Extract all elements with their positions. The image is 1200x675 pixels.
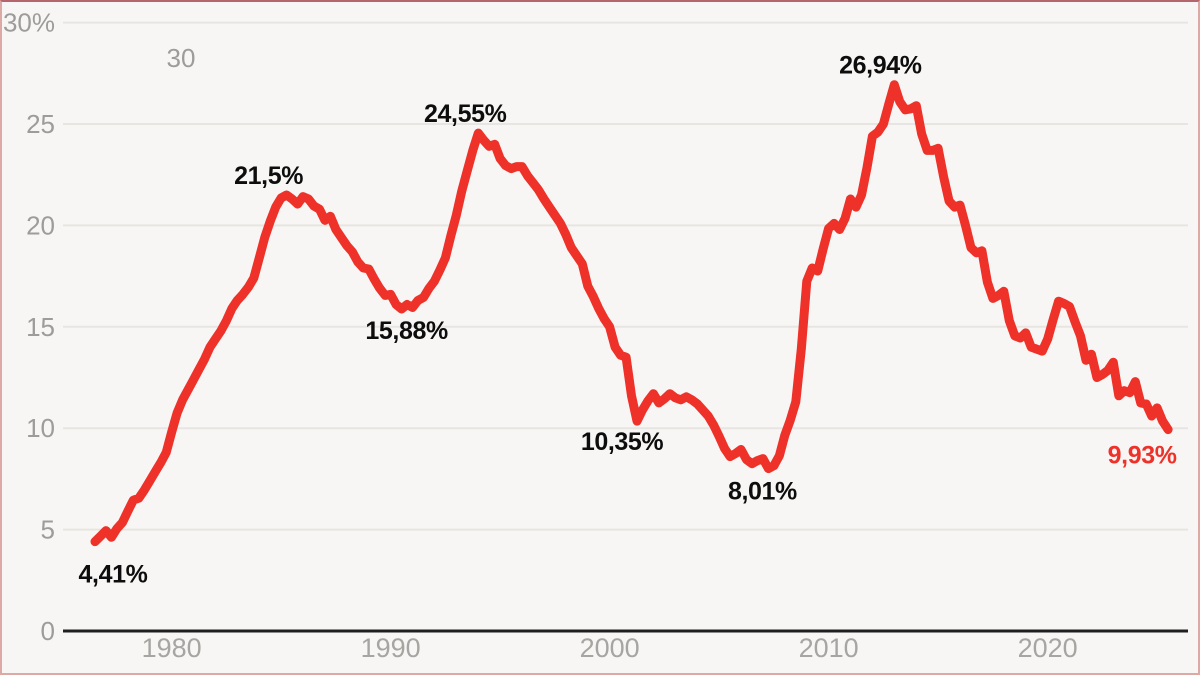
- unemployment-rate-line: [90, 80, 1173, 547]
- stray-axis-label: 30: [167, 43, 196, 73]
- x-tick-label: 1980: [142, 633, 202, 663]
- annotation-label: 9,93%: [1108, 442, 1177, 470]
- x-tick-label: 2020: [1018, 633, 1078, 663]
- y-tick-label: 5: [41, 515, 55, 545]
- annotation-label: 24,55%: [424, 100, 507, 128]
- annotation-label: 8,01%: [728, 478, 797, 506]
- annotation-label: 4,41%: [79, 561, 148, 589]
- gridlines: [63, 21, 1188, 633]
- annotation-label: 10,35%: [581, 428, 664, 456]
- annotation-label: 26,94%: [839, 52, 922, 80]
- y-tick-label: 25: [26, 109, 55, 139]
- data-annotations: 4,41% 21,5% 24,55% 15,88% 10,35% 8,01% 26,94% 9…: [79, 52, 1178, 589]
- y-tick-label: 30%: [3, 8, 55, 38]
- x-tick-label: 2000: [580, 633, 640, 663]
- annotation-label: 21,5%: [234, 162, 303, 190]
- y-tick-label: 10: [26, 413, 55, 443]
- series-line: [90, 80, 1173, 547]
- y-tick-label: 15: [26, 312, 55, 342]
- annotation-label: 15,88%: [365, 317, 448, 345]
- x-tick-label: 1990: [361, 633, 421, 663]
- y-axis-labels: 0 5 10 15 20 25 30%: [3, 8, 55, 646]
- y-tick-label: 0: [41, 616, 55, 646]
- x-tick-label: 2010: [799, 633, 859, 663]
- x-axis-labels: 1980 1990 2000 2010 2020: [142, 633, 1078, 663]
- y-tick-label: 20: [26, 210, 55, 240]
- stray-30-label: 30: [167, 43, 196, 73]
